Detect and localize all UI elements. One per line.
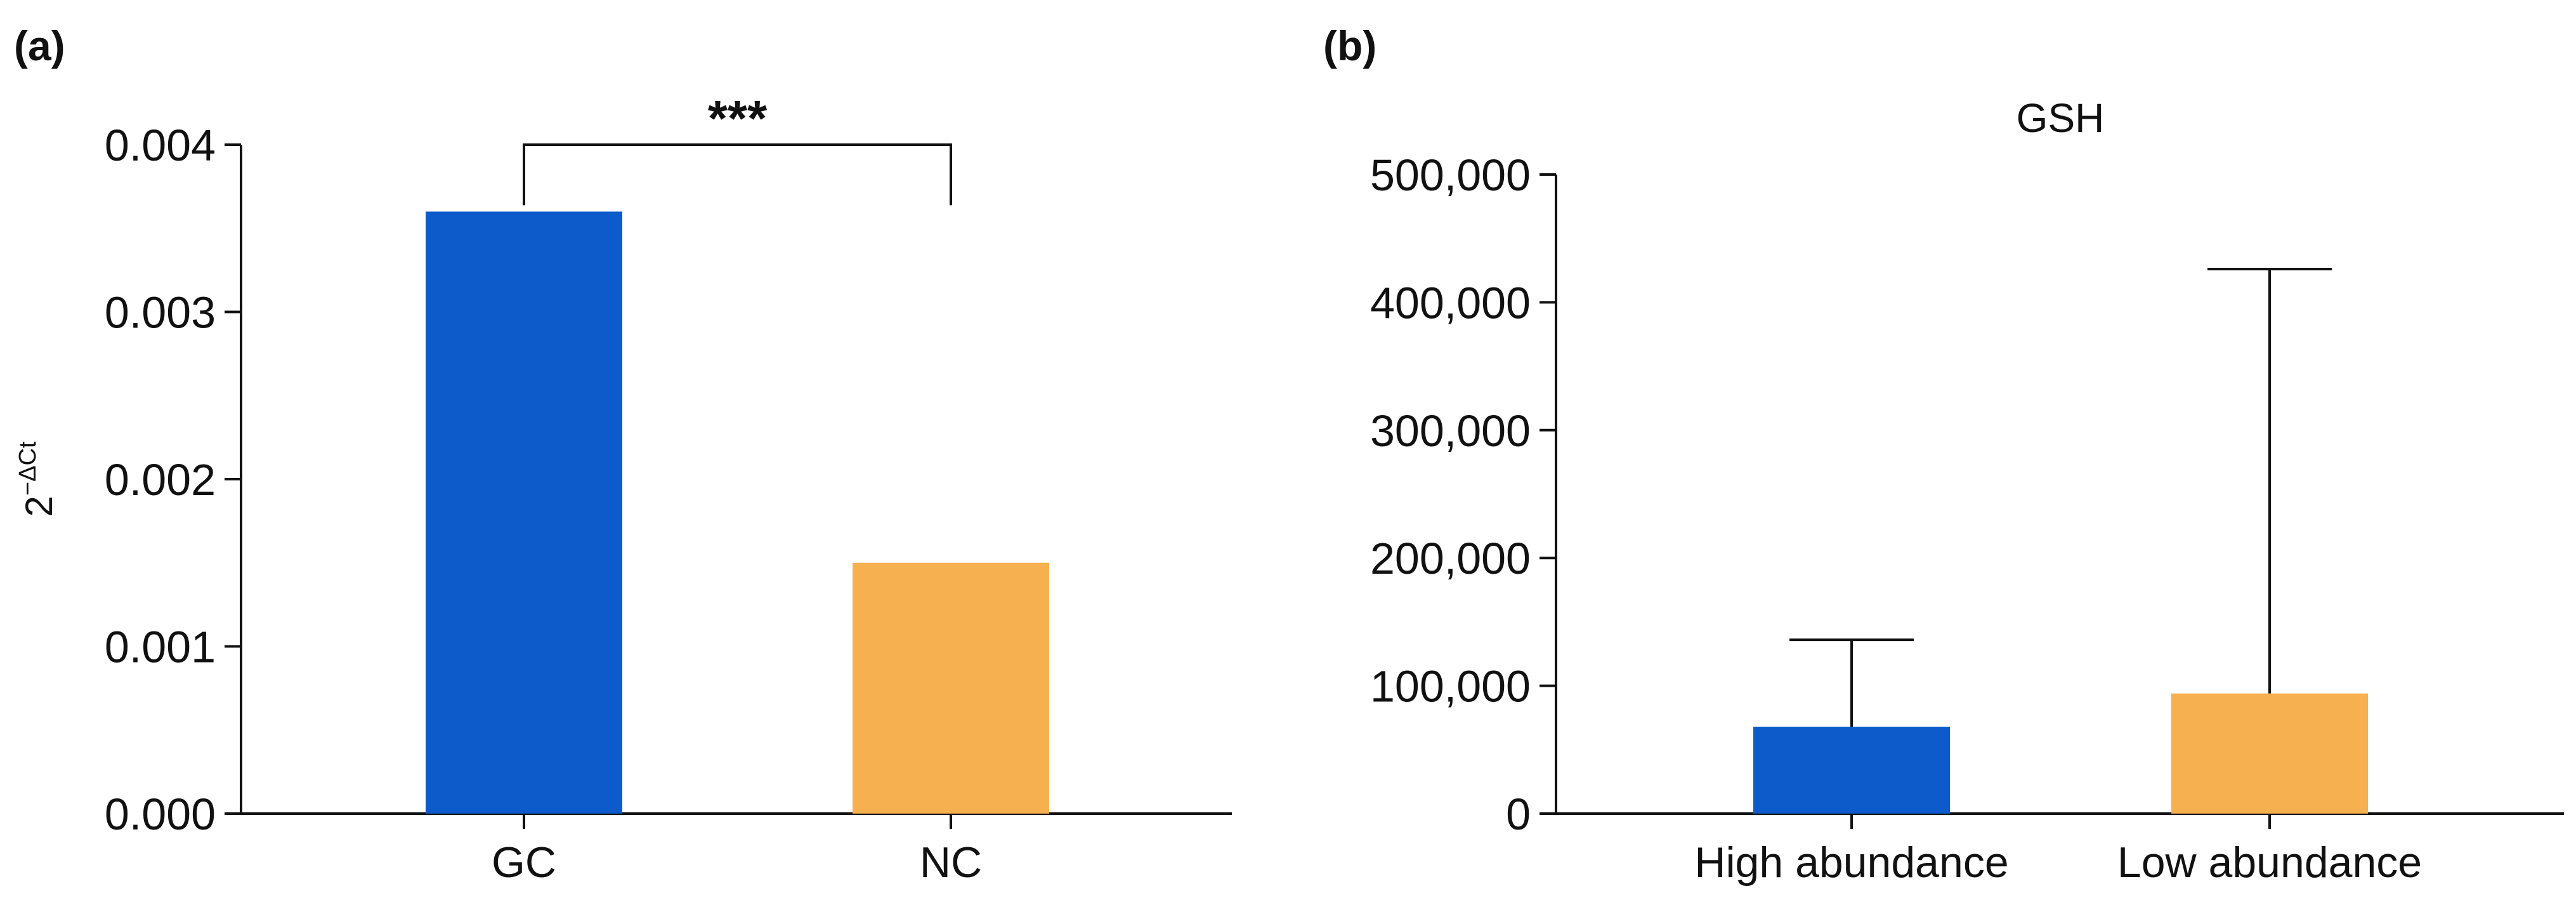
- y-tick-label: 0: [1506, 789, 1531, 839]
- bar-high-abundance: [1753, 727, 1950, 814]
- x-category-label: Low abundance: [2117, 838, 2422, 887]
- significance-label: ***: [708, 90, 768, 147]
- y-tick-label: 100,000: [1370, 662, 1531, 711]
- x-category-label: GC: [492, 838, 556, 887]
- panel-a-y-axis-label-superscript: −ΔCt: [15, 441, 41, 496]
- panel-a-y-axis-label-base: 2: [18, 496, 60, 517]
- x-category-label: NC: [920, 838, 982, 887]
- bar-gc: [426, 211, 622, 814]
- y-tick-label: 200,000: [1370, 534, 1531, 583]
- y-tick-label: 0.002: [105, 455, 216, 505]
- x-category-label: High abundance: [1694, 838, 2008, 887]
- y-tick-label: 500,000: [1370, 150, 1531, 200]
- y-tick-label: 0.003: [105, 288, 216, 338]
- y-tick-label: 300,000: [1370, 406, 1531, 456]
- panel-a-label: (a): [14, 22, 65, 69]
- y-tick-label: 0.000: [105, 789, 216, 839]
- panel-a-y-axis-label: 2−ΔCt: [15, 441, 60, 517]
- panel-a-chart: 0.000 0.001 0.002 0.003 0.004 GC NC 2−ΔCt ***: [15, 90, 1232, 887]
- y-tick-label: 400,000: [1370, 278, 1531, 327]
- bar-nc: [853, 562, 1049, 814]
- bar-low-abundance: [2171, 693, 2368, 814]
- panel-b-title: GSH: [2017, 95, 2105, 141]
- y-tick-label: 0.001: [105, 623, 216, 672]
- panel-b-chart: GSH 0 100,000 200,000 300,000 400,000 500,000…: [1370, 95, 2564, 887]
- significance-bracket: [523, 143, 952, 206]
- panel-b-label: (b): [1323, 22, 1376, 69]
- y-tick-label: 0.004: [105, 121, 216, 170]
